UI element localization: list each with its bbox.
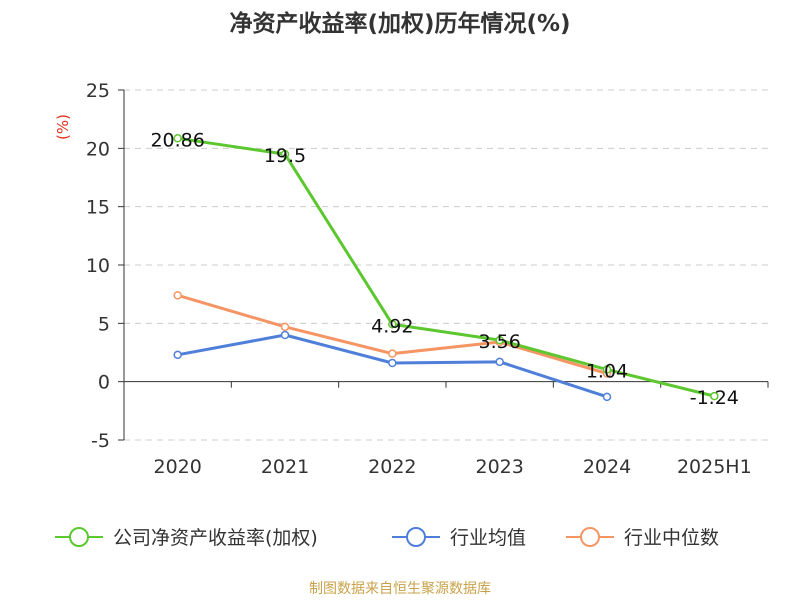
data-point (602, 392, 612, 402)
y-tick-label: -5 (91, 430, 110, 452)
y-tick-label: 5 (98, 313, 110, 335)
x-tick-label: 2020 (153, 456, 201, 478)
legend-label: 行业中位数 (624, 527, 719, 549)
y-tick-label: 0 (98, 372, 110, 394)
grid-lines (124, 89, 768, 441)
legend-label: 行业均值 (450, 527, 526, 549)
data-point (602, 365, 612, 374)
x-tick-label: 2022 (368, 456, 416, 478)
data-point (495, 357, 504, 367)
data-point (495, 335, 504, 345)
data-label: 3.56 (479, 331, 521, 353)
source-note: 制图数据来自恒生聚源数据库 (309, 581, 491, 597)
y-tick-label: 10 (86, 255, 110, 277)
data-point (173, 291, 182, 300)
y-tick-label: 20 (86, 138, 110, 160)
data-point (173, 350, 182, 360)
legend-marker-icon (69, 527, 89, 547)
series-line (177, 136, 715, 398)
y-axis-label: (%) (54, 114, 72, 140)
data-label: 20.86 (150, 129, 204, 151)
data-label: -1.24 (690, 387, 739, 409)
data-labels: 20.86 19.5 4.92 3.56 1.04 -1.24 (150, 129, 738, 409)
data-point (388, 358, 397, 368)
x-tick-label: 2021 (261, 456, 309, 478)
data-point (710, 391, 719, 401)
data-point (173, 134, 182, 143)
data-point (388, 320, 397, 329)
y-tick-label: 15 (86, 197, 110, 219)
x-tick-label: 2024 (583, 456, 631, 478)
chart-title: 净资产收益率(加权)历年情况(%) (229, 10, 570, 37)
legend-marker-icon (580, 527, 600, 547)
x-tick-label: 2023 (475, 456, 523, 478)
series-lines (173, 134, 719, 402)
data-point (280, 322, 290, 332)
data-point (280, 149, 290, 159)
y-tick-label: 25 (86, 80, 110, 102)
x-tick-label: 2025H1 (677, 456, 752, 478)
data-point (280, 330, 290, 340)
legend-label: 公司净资产收益率(加权) (113, 527, 318, 549)
data-label: 4.92 (371, 315, 413, 337)
legend: 公司净资产收益率(加权) 行业均值 行业中位数 (55, 527, 719, 549)
data-point (388, 349, 397, 358)
axes: -5 0 5 10 15 20 25 2020 2021 2022 2023 2024 2025H1 (86, 80, 769, 478)
legend-marker-icon (406, 527, 426, 547)
data-label: 1.04 (586, 361, 628, 383)
data-label: 19.5 (264, 145, 306, 167)
